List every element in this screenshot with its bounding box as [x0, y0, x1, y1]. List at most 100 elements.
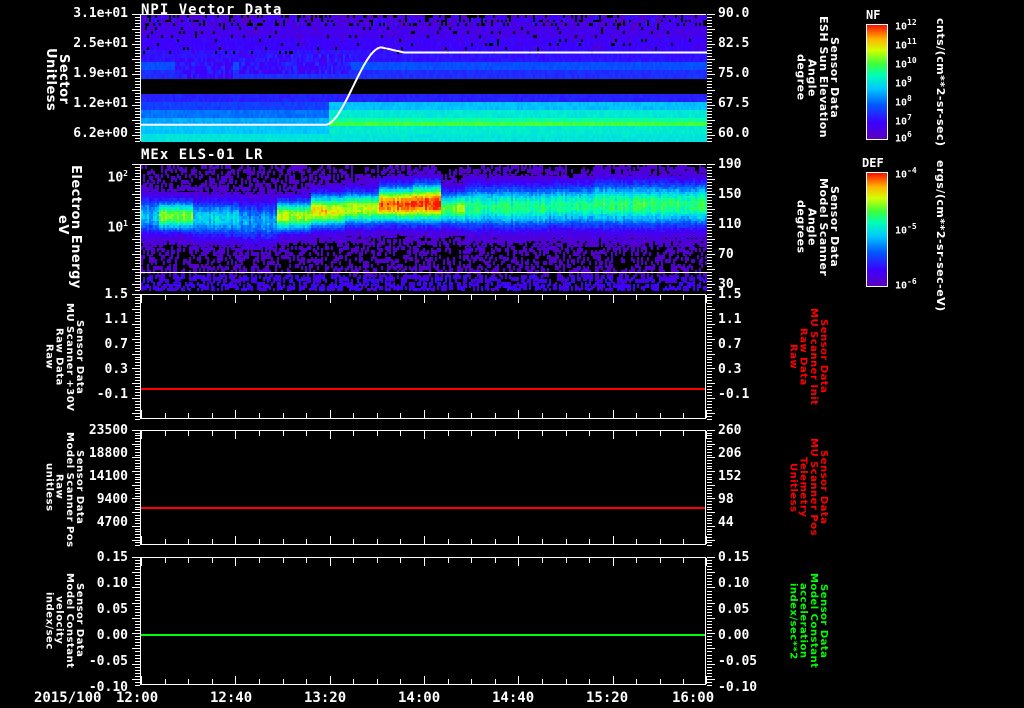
- cb-nf-t0: 1012: [895, 18, 917, 33]
- ytick-mspos-r-4: 44: [718, 515, 734, 530]
- cb-def-t0: 10-4: [895, 166, 917, 181]
- panel-right-label-npi: Sensor Data ESH Sun Elevation Angle degr…: [794, 16, 841, 139]
- y-axis-ticks-mu30-left: [132, 294, 140, 420]
- ytick-npi-r-1: 82.5: [718, 36, 750, 51]
- ytick-mcvel-r-0: 0.15: [718, 550, 750, 565]
- ytick-npi-l-1: 2.5e+01: [73, 36, 128, 51]
- ytick-els-r-3: 70: [718, 247, 734, 262]
- x-ticks-inner-mu30-bottom: [141, 410, 707, 418]
- series-line-mu30: [141, 388, 705, 390]
- ytick-els-r-4: 30: [718, 277, 734, 292]
- ytick-mspos-r-0: 260: [718, 423, 742, 438]
- colorbar-def-unit: ergs/(cm**2-sr-sec-eV): [934, 160, 947, 312]
- x-ticks-inner-mcvel-bottom: [141, 676, 707, 684]
- x-tick-label-5: 15:20: [586, 690, 629, 706]
- cb-nf-t4: 108: [895, 94, 912, 109]
- ytick-mspos-l-4: 4700: [96, 515, 128, 530]
- ytick-mcvel-l-5: -0.10: [88, 680, 128, 695]
- colorbar-nf-gradient: [866, 24, 888, 140]
- ytick-mu30-l-4: -0.1: [96, 387, 128, 402]
- cb-nf-t3: 109: [895, 75, 912, 90]
- colorbar-def-ticks: [888, 172, 895, 285]
- y-axis-ticks-mcvel-left: [132, 557, 140, 686]
- panel-left-label-mspos: Sensor Data Model Scanner Pos Raw unitle…: [43, 432, 85, 548]
- ytick-els-r-0: 190: [718, 157, 742, 172]
- ytick-mu30-l-3: 0.3: [104, 362, 128, 377]
- plot-area-mu30: [140, 294, 707, 419]
- x-tick-label-0: 12:00: [116, 690, 159, 706]
- ytick-mspos-r-2: 152: [718, 469, 742, 484]
- colorbar-def-gradient: [866, 172, 888, 287]
- ytick-mcvel-l-0: 0.15: [96, 550, 128, 565]
- plot-area-els: [140, 164, 707, 291]
- ytick-npi-r-4: 60.0: [718, 126, 750, 141]
- ytick-mcvel-r-1: 0.10: [718, 576, 750, 591]
- plot-area-npi: [140, 14, 707, 142]
- ytick-npi-l-2: 1.9e+01: [73, 66, 128, 81]
- y-axis-ticks-npi-right: [707, 14, 715, 142]
- y-axis-ticks-mu30-right: [707, 294, 715, 420]
- ytick-mspos-l-2: 14100: [88, 469, 128, 484]
- y-axis-ticks-npi-left: [132, 14, 140, 142]
- plot-area-mcvel: [140, 557, 707, 685]
- ytick-mspos-l-0: 23500: [88, 423, 128, 438]
- y-axis-ticks-els-right: [707, 164, 715, 291]
- panel-right-label-mu30: Sensor Data MU Scanner Init Raw Data Raw: [787, 307, 829, 406]
- ytick-npi-l-4: 6.2e+00: [73, 126, 128, 141]
- x-tick-label-2: 13:20: [304, 690, 347, 706]
- y-axis-ticks-mspos-left: [132, 430, 140, 546]
- ytick-els-l-0: 102: [107, 169, 128, 186]
- ytick-npi-l-3: 1.2e+01: [73, 96, 128, 111]
- y-axis-ticks-mcvel-right: [707, 557, 715, 686]
- ytick-mcvel-l-4: -0.05: [88, 654, 128, 669]
- ytick-mcvel-l-3: 0.00: [96, 628, 128, 643]
- ytick-npi-r-3: 67.5: [718, 96, 750, 111]
- ytick-npi-r-0: 90.0: [718, 6, 750, 21]
- ytick-mu30-l-1: 1.1: [104, 312, 128, 327]
- ytick-els-r-1: 150: [718, 187, 742, 202]
- ytick-mcvel-l-2: 0.05: [96, 602, 128, 617]
- ytick-els-r-2: 110: [718, 217, 742, 232]
- x-tick-label-3: 14:00: [398, 690, 441, 706]
- x-ticks-inner-mcvel-top: [141, 558, 707, 566]
- panel-left-label-els: Electron Energy eV: [54, 165, 83, 289]
- ytick-mu30-r-4: -0.1: [718, 387, 750, 402]
- x-ticks-inner-mspos-bottom: [141, 536, 707, 544]
- ytick-mu30-r-1: 1.1: [718, 312, 742, 327]
- panel-left-label-mcvel: Sensor Data Model Constant velocity inde…: [43, 572, 85, 669]
- ytick-mspos-l-1: 18800: [88, 446, 128, 461]
- y-axis-ticks-mspos-right: [707, 430, 715, 546]
- panel-right-label-mcvel: Sensor Data Model Constant acceleration …: [787, 573, 829, 669]
- x-ticks-inner-mspos-top: [141, 431, 707, 439]
- ytick-mcvel-l-1: 0.10: [96, 576, 128, 591]
- ytick-mspos-r-3: 98: [718, 492, 734, 507]
- ytick-npi-l-0: 3.1e+01: [73, 6, 128, 21]
- x-tick-label-4: 14:40: [492, 690, 535, 706]
- ytick-mcvel-r-2: 0.05: [718, 602, 750, 617]
- x-axis-date-label: 2015/100: [34, 690, 102, 706]
- cb-nf-t5: 107: [895, 113, 912, 128]
- colorbar-nf-ticks: [888, 24, 895, 138]
- panel-left-label-mu30: Sensor Data MU Scanner +30V Raw Data Raw: [43, 302, 85, 412]
- y-axis-ticks-els-left: [132, 164, 140, 291]
- x-ticks-inner-mu30-top: [141, 295, 707, 303]
- ytick-mspos-l-3: 9400: [96, 492, 128, 507]
- series-line-mcvel: [141, 634, 705, 636]
- plot-area-mspos: [140, 430, 707, 545]
- ytick-mu30-l-0: 1.5: [104, 287, 128, 302]
- cb-nf-t1: 1011: [895, 37, 917, 52]
- series-line-mspos: [141, 507, 705, 509]
- panel-right-label-mspos: Sensor Data MU Scanner Pos Telemetry Uni…: [787, 438, 829, 537]
- ytick-mspos-r-1: 206: [718, 446, 742, 461]
- ytick-mu30-r-2: 0.7: [718, 337, 742, 352]
- x-tick-label-1: 12:40: [210, 690, 253, 706]
- panel-left-label-npi: Sector Unitless: [42, 47, 71, 112]
- ytick-mu30-r-0: 1.5: [718, 287, 742, 302]
- ytick-mu30-r-3: 0.3: [718, 362, 742, 377]
- cb-nf-t6: 106: [895, 130, 912, 145]
- ytick-mcvel-r-5: -0.10: [718, 680, 758, 695]
- panel-right-label-els: Sensor Data Model Scanner Angle degrees: [794, 177, 841, 277]
- panel-title-els: MEx ELS-01 LR: [141, 147, 264, 163]
- colorbar-nf-unit: cnts/(cm**2-sr-sec): [934, 18, 947, 147]
